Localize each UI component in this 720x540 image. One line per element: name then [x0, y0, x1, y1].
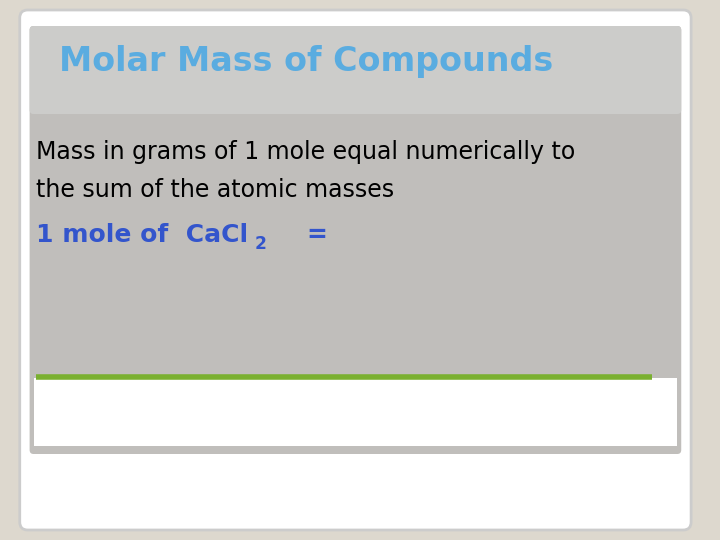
FancyBboxPatch shape: [19, 10, 691, 530]
Text: 2: 2: [255, 235, 266, 253]
Bar: [34, 70, 678, 110]
Text: Mass in grams of 1 mole equal numerically to: Mass in grams of 1 mole equal numericall…: [35, 140, 575, 164]
FancyBboxPatch shape: [30, 26, 681, 454]
Text: 1 mole of  CaCl: 1 mole of CaCl: [35, 223, 248, 247]
FancyBboxPatch shape: [30, 26, 681, 114]
Text: the sum of the atomic masses: the sum of the atomic masses: [35, 178, 394, 202]
Text: =: =: [306, 223, 327, 247]
Bar: [34, 378, 678, 446]
Text: Molar Mass of Compounds: Molar Mass of Compounds: [59, 45, 554, 78]
